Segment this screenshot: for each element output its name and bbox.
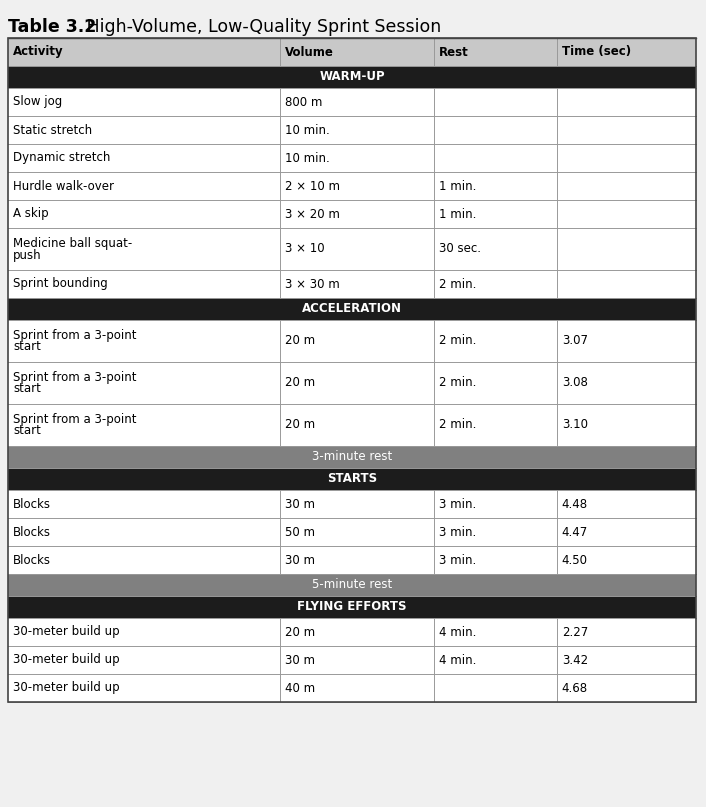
Bar [8,172,696,200]
Text: 10 min.: 10 min. [285,152,330,165]
Text: 3 × 10: 3 × 10 [285,242,325,256]
Text: Blocks: Blocks [13,525,51,538]
Text: WARM-UP: WARM-UP [319,70,385,83]
Bar [8,270,696,298]
Text: Hurdle walk-over: Hurdle walk-over [13,179,114,193]
Text: 30 sec.: 30 sec. [439,242,481,256]
Text: 30 m: 30 m [285,497,315,511]
Text: 3.10: 3.10 [562,419,587,432]
Text: 1 min.: 1 min. [439,207,477,220]
Text: 3 min.: 3 min. [439,525,477,538]
Text: 3 min.: 3 min. [439,497,477,511]
Text: Blocks: Blocks [13,497,51,511]
Bar [8,228,696,270]
Bar [8,546,696,574]
Text: Blocks: Blocks [13,554,51,567]
Text: 30-meter build up: 30-meter build up [13,654,119,667]
Text: Sprint from a 3-point: Sprint from a 3-point [13,412,136,425]
Bar [8,144,696,172]
Text: Activity: Activity [13,45,64,58]
Text: ACCELERATION: ACCELERATION [302,303,402,316]
Bar [8,618,696,646]
Bar [8,646,696,674]
Bar [8,446,696,468]
Text: 30 m: 30 m [285,654,315,667]
Text: 2 min.: 2 min. [439,278,477,291]
Text: start: start [13,341,41,353]
Text: Slow jog: Slow jog [13,95,62,108]
Text: 2.27: 2.27 [562,625,588,638]
Text: 50 m: 50 m [285,525,315,538]
Text: start: start [13,424,41,437]
Text: 1 min.: 1 min. [439,179,477,193]
Text: 40 m: 40 m [285,681,315,695]
Text: 20 m: 20 m [285,625,315,638]
Text: Medicine ball squat-: Medicine ball squat- [13,236,132,249]
Bar [8,596,696,618]
Text: 2 min.: 2 min. [439,377,477,390]
Text: High-Volume, Low-Quality Sprint Session: High-Volume, Low-Quality Sprint Session [70,18,441,36]
Bar [8,88,696,116]
Text: push: push [13,249,42,261]
Bar [8,320,696,362]
Text: 4.47: 4.47 [562,525,588,538]
Bar [8,674,696,702]
Text: 3.08: 3.08 [562,377,587,390]
Text: Sprint bounding: Sprint bounding [13,278,108,291]
Text: STARTS: STARTS [327,473,377,486]
Text: Rest: Rest [439,45,469,58]
Bar [8,200,696,228]
Bar [8,38,696,66]
Text: FLYING EFFORTS: FLYING EFFORTS [297,600,407,613]
Text: 3.07: 3.07 [562,334,587,348]
Text: Static stretch: Static stretch [13,123,92,136]
Text: 4 min.: 4 min. [439,654,477,667]
Text: 4.48: 4.48 [562,497,588,511]
Text: 800 m: 800 m [285,95,323,108]
Text: 4 min.: 4 min. [439,625,477,638]
Text: start: start [13,383,41,395]
Text: Sprint from a 3-point: Sprint from a 3-point [13,370,136,383]
Text: 3 × 20 m: 3 × 20 m [285,207,340,220]
Text: Dynamic stretch: Dynamic stretch [13,152,110,165]
Text: 2 min.: 2 min. [439,419,477,432]
Bar [8,116,696,144]
Text: 3-minute rest: 3-minute rest [312,450,392,463]
Text: A skip: A skip [13,207,49,220]
Bar [8,468,696,490]
Bar [8,490,696,518]
Text: 20 m: 20 m [285,377,315,390]
Text: Volume: Volume [285,45,334,58]
Text: 20 m: 20 m [285,419,315,432]
Text: Sprint from a 3-point: Sprint from a 3-point [13,328,136,341]
Bar [8,518,696,546]
Text: 3 × 30 m: 3 × 30 m [285,278,340,291]
Text: Time (sec): Time (sec) [562,45,630,58]
Text: 10 min.: 10 min. [285,123,330,136]
Bar [8,404,696,446]
Text: 30 m: 30 m [285,554,315,567]
Text: 4.50: 4.50 [562,554,587,567]
Bar [8,38,696,702]
Bar [8,298,696,320]
Text: 2 min.: 2 min. [439,334,477,348]
Text: 5-minute rest: 5-minute rest [312,579,392,592]
Bar [8,362,696,404]
Bar [8,574,696,596]
Text: 2 × 10 m: 2 × 10 m [285,179,340,193]
Text: 3.42: 3.42 [562,654,588,667]
Text: 30-meter build up: 30-meter build up [13,681,119,695]
Text: Table 3.2: Table 3.2 [8,18,97,36]
Text: 20 m: 20 m [285,334,315,348]
Bar [8,66,696,88]
Text: 4.68: 4.68 [562,681,588,695]
Text: 3 min.: 3 min. [439,554,477,567]
Text: 30-meter build up: 30-meter build up [13,625,119,638]
